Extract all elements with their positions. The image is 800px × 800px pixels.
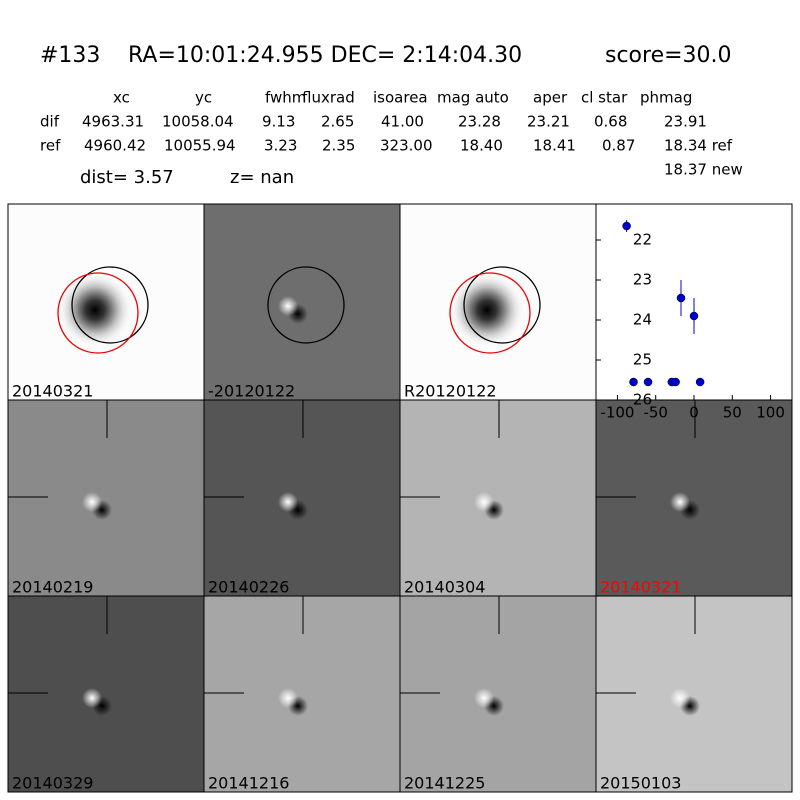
column-header: isoarea bbox=[373, 89, 428, 107]
stamp-image bbox=[203, 399, 401, 597]
source bbox=[57, 272, 133, 348]
table-cell: 9.13 bbox=[262, 113, 295, 131]
table-cell: 10055.94 bbox=[164, 137, 236, 155]
y-tick-label: 26 bbox=[633, 391, 652, 409]
table-cell: 18.41 bbox=[533, 137, 576, 155]
stamp-label: R20120122 bbox=[404, 382, 497, 401]
column-header: cl star bbox=[581, 89, 628, 107]
table-cell: 23.91 bbox=[664, 113, 707, 131]
stamp-image bbox=[203, 203, 401, 401]
column-header: phmag bbox=[640, 89, 692, 107]
data-point bbox=[622, 221, 631, 231]
object-id: #133 bbox=[40, 43, 100, 68]
residual-light bbox=[670, 688, 690, 708]
table-cell: 0.68 bbox=[594, 113, 627, 131]
stamp-label: 20140321 bbox=[600, 578, 681, 597]
x-tick-label: -100 bbox=[600, 404, 634, 422]
x-tick-label: 0 bbox=[689, 404, 699, 422]
table-cell: 4963.31 bbox=[82, 113, 144, 131]
table-cell: 10058.04 bbox=[162, 113, 234, 131]
residual-light bbox=[474, 492, 494, 512]
column-header: aper bbox=[533, 89, 568, 107]
score: score=30.0 bbox=[605, 43, 732, 68]
stamp-image bbox=[203, 595, 401, 793]
stamp-label: 20141216 bbox=[208, 774, 289, 793]
column-header: fwhm bbox=[265, 89, 306, 107]
stamp-label: 20140321 bbox=[12, 382, 93, 401]
residual-light bbox=[278, 492, 298, 512]
data-point bbox=[695, 377, 705, 387]
distance: dist= 3.57 bbox=[80, 167, 174, 188]
x-tick-label: -50 bbox=[643, 404, 668, 422]
table-cell: 4960.42 bbox=[84, 137, 146, 155]
residual-light bbox=[82, 492, 102, 512]
stamp-image bbox=[399, 595, 597, 793]
coordinates: RA=10:01:24.955 DEC= 2:14:04.30 bbox=[128, 43, 522, 68]
residual-light bbox=[82, 688, 102, 708]
stamp-label: 20140219 bbox=[12, 578, 93, 597]
stamp-label: 20150103 bbox=[600, 774, 681, 793]
aperture bbox=[449, 272, 531, 354]
data-point bbox=[643, 377, 653, 387]
y-tick-label: 22 bbox=[633, 231, 652, 249]
x-tick-label: 100 bbox=[756, 404, 785, 422]
aperture bbox=[267, 266, 345, 344]
data-point bbox=[689, 311, 699, 321]
table-cell: 2.65 bbox=[321, 113, 354, 131]
column-header: yc bbox=[195, 89, 212, 107]
residual-light bbox=[474, 688, 494, 708]
stamp-image bbox=[595, 595, 793, 793]
table-cell: 23.21 bbox=[527, 113, 570, 131]
column-header: mag auto bbox=[437, 89, 509, 107]
stamp-label: 20140304 bbox=[404, 578, 485, 597]
stamp-label: -20120122 bbox=[208, 382, 295, 401]
redshift: z= nan bbox=[230, 167, 294, 188]
residual-light bbox=[278, 688, 298, 708]
table-cell: 2.35 bbox=[322, 137, 355, 155]
residual-light bbox=[278, 296, 298, 316]
stamp-label: 20140226 bbox=[208, 578, 289, 597]
stamp-image bbox=[595, 399, 793, 597]
y-tick-label: 25 bbox=[633, 351, 652, 369]
new-mag: 18.37 new bbox=[664, 161, 743, 179]
x-tick-label: 50 bbox=[723, 404, 742, 422]
stamp-label: 20140329 bbox=[12, 774, 93, 793]
column-header: xc bbox=[113, 89, 130, 107]
table-cell: 0.87 bbox=[602, 137, 635, 155]
y-tick-label: 24 bbox=[633, 311, 652, 329]
residual-light bbox=[670, 492, 690, 512]
table-cell: 323.00 bbox=[380, 137, 433, 155]
table-cell: 3.23 bbox=[264, 137, 297, 155]
stamp-image bbox=[7, 399, 205, 597]
data-point bbox=[629, 377, 638, 387]
y-tick-label: 23 bbox=[633, 271, 652, 289]
aperture bbox=[71, 266, 149, 344]
table-cell: 18.40 bbox=[460, 137, 503, 155]
row-label: dif bbox=[40, 113, 60, 131]
aperture bbox=[57, 272, 139, 354]
stamp-image bbox=[399, 399, 597, 597]
column-header: fluxrad bbox=[302, 89, 355, 107]
source bbox=[449, 272, 525, 348]
table-cell: 41.00 bbox=[381, 113, 424, 131]
row-label: ref bbox=[40, 137, 61, 155]
table-cell: 18.34 ref bbox=[664, 137, 733, 155]
data-point bbox=[676, 293, 686, 303]
table-cell: 23.28 bbox=[458, 113, 501, 131]
stamp-image bbox=[7, 595, 205, 793]
data-point bbox=[671, 377, 680, 387]
stamp-label: 20141225 bbox=[404, 774, 485, 793]
aperture bbox=[463, 266, 541, 344]
